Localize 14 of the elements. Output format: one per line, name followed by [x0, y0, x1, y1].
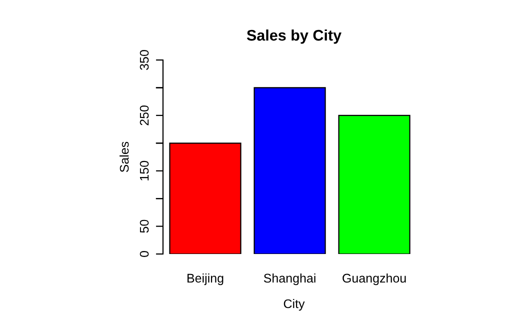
y-tick-label: 150: [140, 160, 149, 180]
y-tick-label: 350: [140, 50, 149, 70]
y-axis-title: Sales: [120, 142, 129, 172]
bar: [169, 142, 242, 254]
y-tick-label: 0: [140, 251, 149, 257]
bar: [254, 87, 326, 254]
x-tick-label: Guangzhou: [342, 273, 406, 286]
chart-title: Sales by City: [246, 29, 342, 44]
x-axis-title: City: [284, 298, 305, 311]
y-tick-label: 250: [140, 105, 149, 126]
x-tick-label: Beijing: [188, 273, 224, 286]
y-tick-label: 50: [140, 220, 149, 233]
bar: [338, 114, 410, 254]
x-tick-label: Shanghai: [264, 273, 316, 286]
